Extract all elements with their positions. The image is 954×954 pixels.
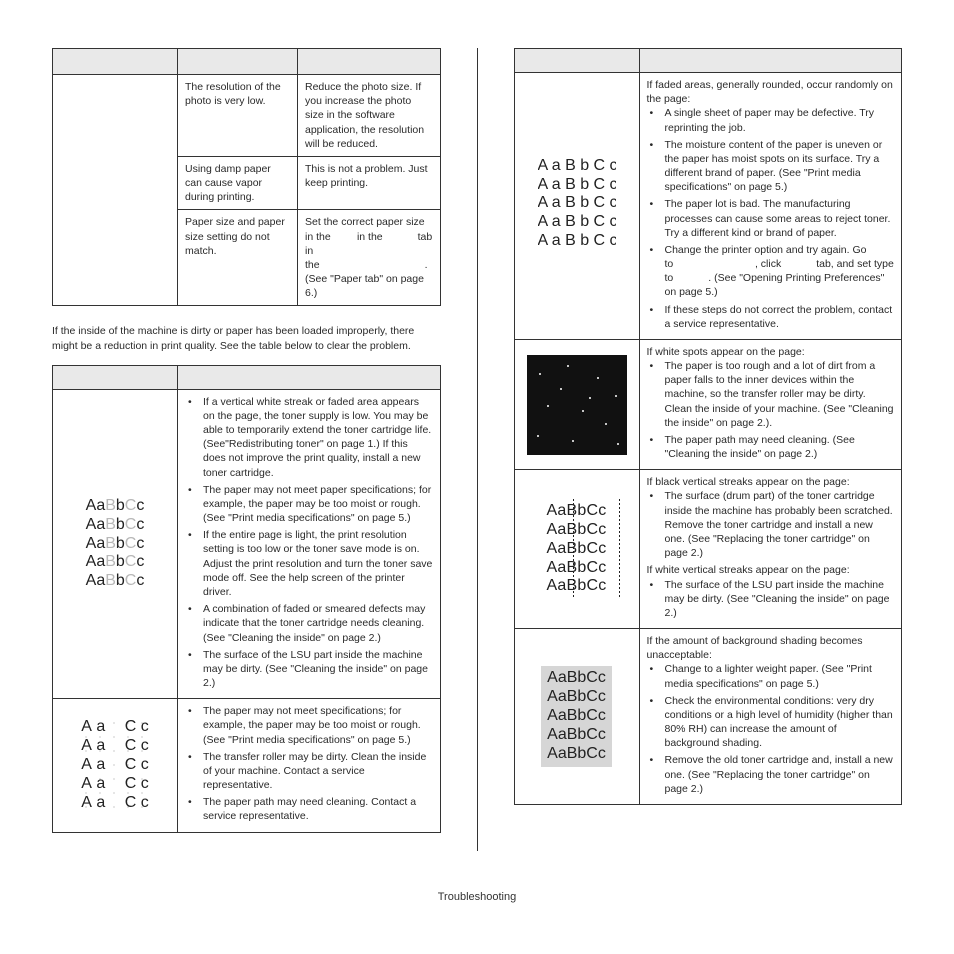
solution-cell: The paper may not meet specifications; f… [178,699,441,832]
solution-cell: If white spots appear on the page:The pa… [639,339,902,469]
left-quality-table: AaBbCcAaBbCcAaBbCcAaBbCcAaBbCcIf a verti… [52,365,441,833]
top-causes-table: The resolution of the photo is very low.… [52,48,441,306]
solution-cell: If black vertical streaks appear on the … [639,470,902,629]
condition-sample [514,339,639,469]
solution-cell: This is not a problem. Just keep printin… [298,156,441,210]
left-column: The resolution of the photo is very low.… [52,48,441,851]
cause-cell: Using damp paper can cause vapor during … [178,156,298,210]
solution-cell: If a vertical white streak or faded area… [178,389,441,698]
page-footer: Troubleshooting [52,891,902,903]
cause-cell: Paper size and paper size setting do not… [178,210,298,306]
column-divider [477,48,478,851]
page-columns: The resolution of the photo is very low.… [52,48,902,851]
condition-sample: AaBbCcAaBbCcAaBbCcAaBbCcAaBbCc [514,470,639,629]
right-quality-table: A a B b C cA a B b C cA a B b C cA a B b… [514,48,903,805]
condition-sample: A a B C cA a B C cA a B C cA a B C cA a … [53,699,178,832]
solution-cell: If the amount of background shading beco… [639,629,902,805]
condition-sample: A a B b C cA a B b C cA a B b C cA a B b… [514,73,639,340]
condition-sample: AaBbCcAaBbCcAaBbCcAaBbCcAaBbCc [514,629,639,805]
intro-paragraph: If the inside of the machine is dirty or… [52,324,441,352]
solution-cell: If faded areas, generally rounded, occur… [639,73,902,340]
condition-sample: AaBbCcAaBbCcAaBbCcAaBbCcAaBbCc [53,389,178,698]
top-condition-cell [53,75,178,306]
solution-cell: Reduce the photo size. If you increase t… [298,75,441,157]
cause-cell: The resolution of the photo is very low. [178,75,298,157]
right-column: A a B b C cA a B b C cA a B b C cA a B b… [514,48,903,851]
solution-cell: Set the correct paper size in the in the… [298,210,441,306]
